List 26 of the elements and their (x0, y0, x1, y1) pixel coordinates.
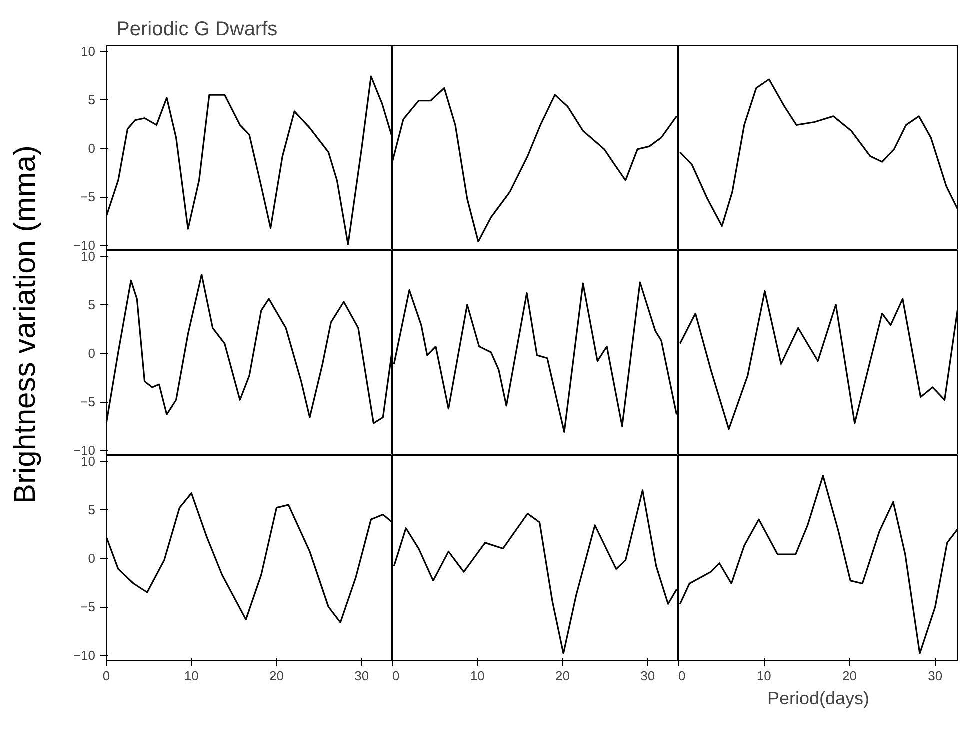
x-tick-label: 10 (470, 668, 485, 684)
x-tick-label: 30 (928, 668, 943, 684)
chart-title: Periodic G Dwarfs (116, 18, 278, 40)
y-tick-label: 0 (88, 346, 96, 361)
x-tick-label: 0 (678, 668, 686, 684)
x-tick-label: 0 (392, 668, 400, 684)
y-tick-label: −10 (73, 648, 96, 664)
x-axis-title: Period(days) (767, 688, 870, 708)
y-tick-label: −5 (80, 600, 96, 615)
x-tick-label: 30 (354, 668, 370, 684)
y-tick-label: 0 (88, 140, 96, 156)
x-tick-label: 10 (756, 668, 772, 684)
y-tick-label: 0 (88, 550, 96, 566)
y-tick-label: 10 (81, 44, 96, 59)
x-tick-label: 0 (102, 668, 110, 684)
y-tick-label: 5 (88, 297, 96, 312)
text: Brightness variation (mma) (8, 146, 43, 504)
y-tick-label: −5 (80, 190, 96, 205)
y-tick-label: 5 (88, 502, 96, 518)
x-tick-label: 20 (556, 668, 570, 684)
y-tick-label: 5 (88, 92, 96, 108)
y-tick-label: −5 (80, 394, 96, 410)
x-tick-label: 10 (184, 668, 199, 684)
x-tick-label: 20 (842, 668, 857, 684)
x-tick-label: 20 (270, 668, 284, 684)
x-tick-label: 30 (640, 668, 656, 684)
